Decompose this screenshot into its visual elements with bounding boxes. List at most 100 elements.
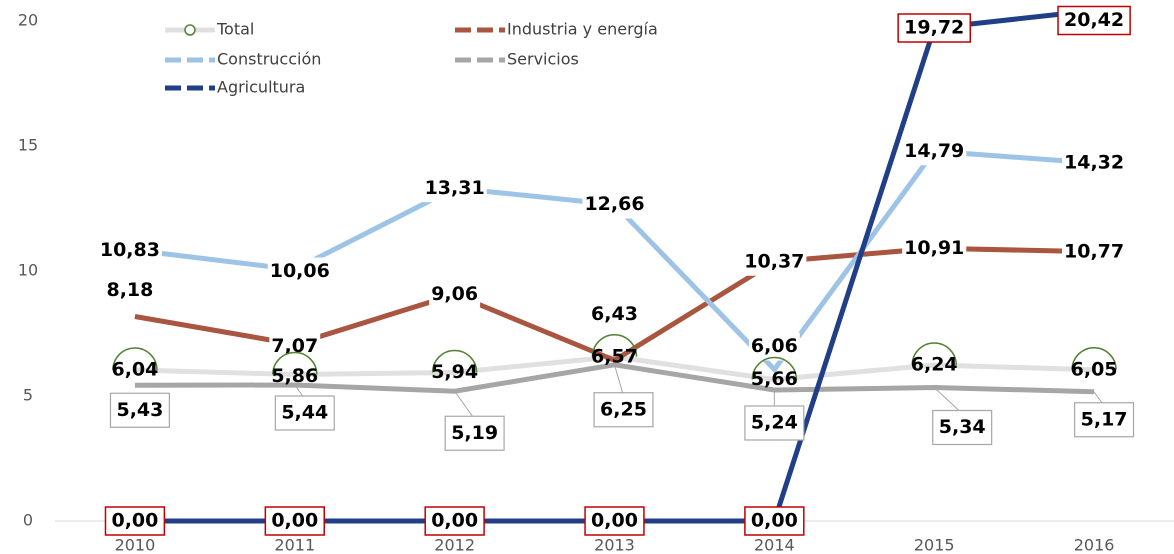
data-label-group: 13,31 xyxy=(422,174,487,203)
leader-line xyxy=(933,387,963,414)
point-marker xyxy=(431,349,478,373)
data-label-group: 0,00 xyxy=(584,506,645,536)
data-label: 0,00 xyxy=(431,510,478,532)
data-label-group: 8,18 xyxy=(104,276,156,305)
data-label: 6,25 xyxy=(600,398,647,420)
y-tick-label: 15 xyxy=(18,136,38,155)
label-background xyxy=(1074,402,1135,438)
data-label: 6,05 xyxy=(1071,358,1118,380)
data-label: 0,00 xyxy=(591,510,638,532)
data-label: 10,06 xyxy=(270,260,330,282)
data-label-group: 10,91 xyxy=(902,234,967,263)
data-label: 12,66 xyxy=(584,193,644,215)
label-background xyxy=(264,506,325,536)
label-background xyxy=(1057,5,1131,36)
label-background xyxy=(589,300,640,329)
label-background xyxy=(902,137,967,166)
label-background xyxy=(1062,149,1127,177)
data-label: 8,18 xyxy=(106,279,153,301)
data-label-group: 0,00 xyxy=(424,506,485,536)
legend-item: Servicios xyxy=(455,50,579,69)
data-label-group: 6,24 xyxy=(911,342,958,376)
y-tick-label: 20 xyxy=(18,11,38,30)
data-label-group: 5,94 xyxy=(431,349,478,383)
point-marker xyxy=(112,347,158,371)
label-background xyxy=(422,174,487,203)
data-label: 20,42 xyxy=(1064,9,1124,31)
label-background xyxy=(424,506,485,536)
label-background xyxy=(582,190,647,219)
point-marker xyxy=(911,342,957,366)
data-label-group: 5,19 xyxy=(444,390,505,451)
data-label: 6,06 xyxy=(751,335,798,357)
leader-line xyxy=(454,390,476,420)
data-label: 5,24 xyxy=(751,412,798,434)
legend-label: Total xyxy=(216,20,254,39)
y-tick-label: 5 xyxy=(23,386,33,405)
label-background xyxy=(742,247,807,276)
data-label-group: 10,83 xyxy=(97,236,162,265)
series-line xyxy=(134,354,1095,383)
data-label-group: 6,43 xyxy=(589,300,640,329)
legend-label: Industria y energía xyxy=(507,20,658,39)
data-label-group: 0,00 xyxy=(264,506,325,536)
y-tick-label: 0 xyxy=(23,511,33,530)
data-label-group: 5,66 xyxy=(751,356,798,390)
legend-item: Industria y energía xyxy=(455,20,658,39)
data-label-group: 10,37 xyxy=(742,247,807,276)
data-label-group: 19,72 xyxy=(897,13,972,43)
data-label: 9,06 xyxy=(431,283,478,305)
point-marker xyxy=(272,351,318,375)
data-label-group: 14,79 xyxy=(902,137,967,166)
label-background xyxy=(444,415,505,451)
data-label: 5,44 xyxy=(281,402,328,424)
data-label: 10,77 xyxy=(1064,240,1124,262)
label-background xyxy=(593,392,654,428)
label-background xyxy=(97,236,162,265)
label-background xyxy=(104,506,166,536)
data-label: 5,17 xyxy=(1081,408,1128,430)
data-label: 19,72 xyxy=(904,17,964,39)
label-background xyxy=(744,405,805,441)
data-label-group: 5,43 xyxy=(109,392,170,428)
data-label: 5,94 xyxy=(431,361,478,383)
data-label: 10,37 xyxy=(744,250,804,272)
label-background xyxy=(269,332,321,361)
data-label-group: 20,42 xyxy=(1057,5,1131,36)
data-label-group: 0,00 xyxy=(104,506,166,536)
x-tick-label: 2013 xyxy=(594,536,635,554)
x-tick-label: 2015 xyxy=(914,536,955,554)
data-label: 14,79 xyxy=(904,140,964,162)
label-background xyxy=(584,506,645,536)
label-background xyxy=(429,280,481,309)
data-label-group: 12,66 xyxy=(582,190,647,219)
legend-item: Construcción xyxy=(165,50,321,69)
data-label: 5,86 xyxy=(271,365,318,387)
data-label-group: 6,06 xyxy=(748,332,800,361)
data-label-group: 10,06 xyxy=(267,257,332,286)
legend-label: Construcción xyxy=(217,50,321,69)
data-label-group: 7,07 xyxy=(269,332,321,361)
label-background xyxy=(104,276,156,305)
label-background xyxy=(932,409,993,446)
data-label-group: 6,25 xyxy=(593,364,654,428)
label-background xyxy=(744,506,805,536)
legend-label: Servicios xyxy=(507,50,579,69)
label-background xyxy=(1062,237,1127,266)
label-background xyxy=(109,392,170,428)
point-marker xyxy=(591,334,638,357)
data-label-group: 14,32 xyxy=(1062,149,1127,177)
label-background xyxy=(748,332,800,361)
data-label-group: 5,44 xyxy=(274,384,335,431)
data-label: 6,43 xyxy=(591,303,638,325)
legend-label: Agricultura xyxy=(217,78,305,97)
data-label-group: 5,34 xyxy=(932,387,993,446)
label-background xyxy=(902,234,967,263)
data-label-group: 6,04 xyxy=(111,347,158,381)
data-label: 13,31 xyxy=(425,177,485,199)
data-label-group: 5,24 xyxy=(744,390,805,441)
data-label: 6,24 xyxy=(911,354,958,376)
data-label: 5,19 xyxy=(451,422,498,444)
data-label-group: 0,00 xyxy=(744,506,805,536)
